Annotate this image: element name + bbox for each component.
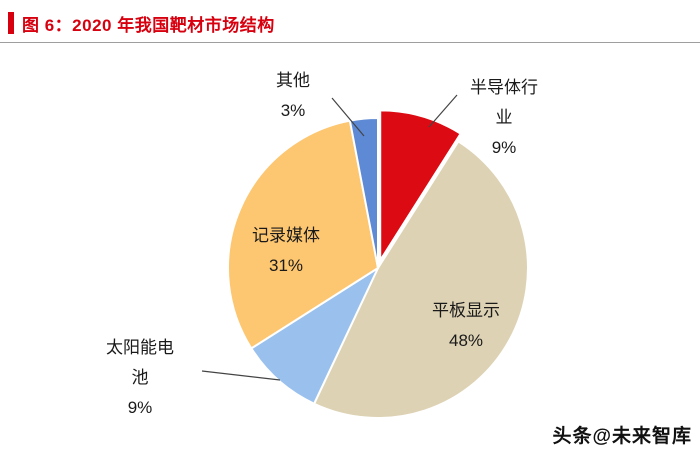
pie-slices [227, 109, 529, 419]
figure-title: 图 6：2020 年我国靶材市场结构 [22, 15, 275, 35]
leader-line-semiconductor [428, 94, 458, 128]
header-divider [0, 42, 700, 43]
leader-lines [201, 94, 458, 381]
pie-slice-semiconductor [379, 109, 462, 264]
leader-line-solar-cell [201, 370, 281, 381]
pie-slice-other [348, 116, 379, 269]
leader-line-other [331, 97, 365, 137]
label-solar-cell: 太阳能电 池 9% [106, 338, 174, 417]
watermark: 头条@未来智库 [552, 426, 692, 447]
label-flat-panel: 平板显示 48% [432, 301, 500, 350]
pie-slice-recording-media [227, 119, 380, 350]
pie-slice-flat-panel [312, 139, 529, 419]
label-other: 其他 3% [276, 71, 310, 120]
label-semiconductor: 半导体行 业 9% [470, 78, 538, 157]
title-accent-bar [8, 12, 14, 34]
label-recording-media: 记录媒体 31% [252, 226, 320, 275]
figure-header: 图 6：2020 年我国靶材市场结构 [8, 10, 275, 36]
